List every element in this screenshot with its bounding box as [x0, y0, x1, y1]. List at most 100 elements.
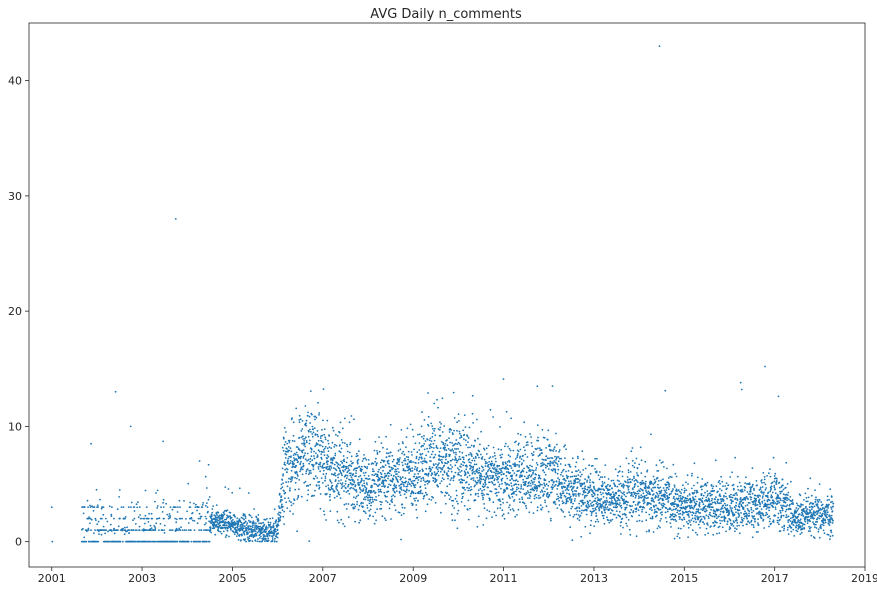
data-point [719, 480, 721, 482]
data-point [537, 510, 539, 512]
data-point [593, 525, 595, 527]
data-point [468, 487, 470, 489]
data-point [508, 484, 510, 486]
data-point [501, 483, 503, 485]
data-point [629, 512, 631, 514]
data-point [536, 448, 538, 450]
data-point [518, 470, 520, 472]
data-point [658, 525, 660, 527]
data-point [389, 503, 391, 505]
data-point [689, 494, 691, 496]
data-point [670, 493, 672, 495]
data-point [139, 514, 141, 516]
data-point [707, 495, 709, 497]
data-point [313, 495, 315, 497]
data-point [342, 486, 344, 488]
data-point [749, 522, 751, 524]
data-point [357, 463, 359, 465]
data-point [305, 422, 307, 424]
data-point [457, 503, 459, 505]
data-point [609, 501, 611, 503]
data-point [632, 447, 634, 449]
data-point [308, 459, 310, 461]
data-point [735, 511, 737, 513]
data-point [603, 517, 605, 519]
data-point [389, 508, 391, 510]
data-point [91, 519, 93, 521]
data-point [407, 456, 409, 458]
data-point [441, 469, 443, 471]
data-point [562, 475, 564, 477]
data-point [311, 455, 313, 457]
data-point [293, 435, 295, 437]
data-point [314, 419, 316, 421]
data-point [364, 457, 366, 459]
data-point [361, 479, 363, 481]
data-point [449, 431, 451, 433]
data-point [638, 464, 640, 466]
data-point [104, 533, 106, 535]
data-point [729, 505, 731, 507]
data-point [597, 497, 599, 499]
data-point [487, 476, 489, 478]
data-point [413, 476, 415, 478]
data-point [683, 525, 685, 527]
data-point [482, 467, 484, 469]
data-point [299, 463, 301, 465]
data-point [668, 477, 670, 479]
data-point [671, 476, 673, 478]
data-point [640, 472, 642, 474]
data-point [261, 522, 263, 524]
data-point [590, 524, 592, 526]
data-point [343, 467, 345, 469]
data-point [488, 464, 490, 466]
data-point [574, 475, 576, 477]
data-point [677, 510, 679, 512]
data-point [379, 451, 381, 453]
data-point [339, 444, 341, 446]
data-point [185, 518, 187, 520]
data-point [563, 502, 565, 504]
data-point [451, 478, 453, 480]
data-point [599, 471, 601, 473]
data-point [581, 510, 583, 512]
data-point [400, 486, 402, 488]
data-point [598, 474, 600, 476]
data-point [265, 536, 267, 538]
data-point [754, 518, 756, 520]
data-point [431, 447, 433, 449]
data-point [347, 467, 349, 469]
data-point [341, 474, 343, 476]
data-point [429, 440, 431, 442]
data-point [366, 466, 368, 468]
data-point [722, 508, 724, 510]
data-point [287, 461, 289, 463]
data-point [267, 527, 269, 529]
data-point [228, 536, 230, 538]
data-point [639, 502, 641, 504]
data-point [602, 483, 604, 485]
data-point [650, 503, 652, 505]
data-point [586, 514, 588, 516]
data-point [343, 471, 345, 473]
data-point [654, 509, 656, 511]
data-point [331, 482, 333, 484]
data-point [693, 485, 695, 487]
data-point [335, 434, 337, 436]
data-point [520, 449, 522, 451]
data-point [489, 481, 491, 483]
data-point [286, 471, 288, 473]
data-point [303, 449, 305, 451]
data-point [660, 480, 662, 482]
data-point [483, 503, 485, 505]
data-point [151, 513, 153, 515]
data-point [568, 480, 570, 482]
data-point [403, 513, 405, 515]
data-point [495, 471, 497, 473]
data-point [603, 496, 605, 498]
data-point [347, 486, 349, 488]
data-point [359, 492, 361, 494]
data-point [624, 494, 626, 496]
data-point [634, 492, 636, 494]
data-point [664, 503, 666, 505]
